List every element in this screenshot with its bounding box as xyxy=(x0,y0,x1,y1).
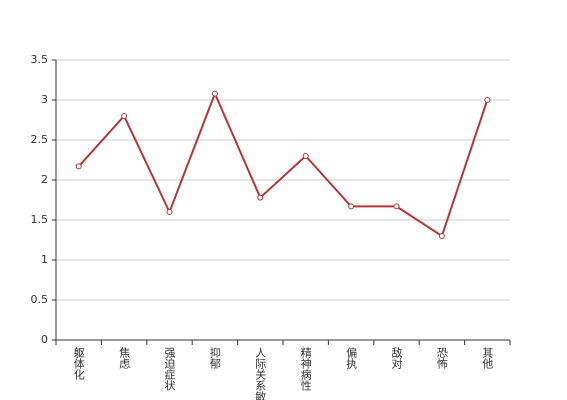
point xyxy=(257,194,264,201)
y-tick-label: 1.5 xyxy=(31,213,49,226)
x-tick-label: 偏执 xyxy=(345,346,358,370)
point xyxy=(484,97,491,103)
y-tick-label: 1 xyxy=(41,253,48,266)
x-tick-label: 躯体化 xyxy=(72,347,85,381)
y-tick-label: 2 xyxy=(41,173,48,186)
x-tick-label: 精神病性 xyxy=(299,347,312,392)
x-tick-label: 敌对 xyxy=(390,346,403,369)
point xyxy=(166,209,173,215)
x-tick-label: 人际关系敏感 xyxy=(254,347,267,400)
x-tick-label: 强迫症状 xyxy=(163,347,176,391)
point xyxy=(121,113,128,119)
x-tick-label: 恐怖 xyxy=(435,347,448,369)
line xyxy=(77,90,489,238)
y-tick-label: 0.5 xyxy=(31,293,49,306)
point xyxy=(302,153,309,159)
x-tick-label: 其他 xyxy=(481,347,494,369)
point xyxy=(211,90,218,97)
y-tick-label: 2.5 xyxy=(31,133,49,146)
point xyxy=(393,203,400,210)
x-tick-label: 抑郁 xyxy=(208,346,221,369)
point xyxy=(348,203,355,210)
y-tick-label: 3 xyxy=(41,93,48,106)
point xyxy=(438,233,445,239)
point xyxy=(75,163,82,170)
y-tick-label: 0 xyxy=(41,333,48,346)
y-tick-label: 3.5 xyxy=(31,53,49,66)
x-tick-label: 焦虑 xyxy=(118,347,131,369)
